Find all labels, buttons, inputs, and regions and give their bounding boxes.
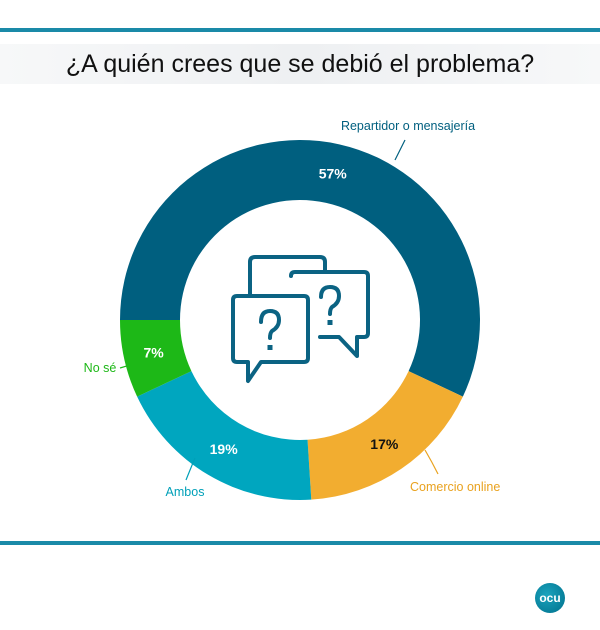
top-rule: [0, 28, 600, 32]
slice-value-label: 7%: [143, 345, 164, 361]
slice-value-label: 17%: [370, 436, 399, 452]
slice-3: [120, 320, 192, 397]
question-speech-bubbles-icon: [231, 255, 370, 383]
slice-1: [307, 371, 463, 500]
title-band: [0, 44, 600, 84]
ocu-logo: ocu: [535, 583, 565, 613]
category-label: Repartidor o mensajería: [341, 119, 475, 133]
slice-value-label: 57%: [319, 166, 348, 182]
leader-line: [424, 449, 439, 475]
slice-0: [120, 139, 480, 397]
chart-title: ¿A quién crees que se debió el problema?: [65, 50, 535, 78]
category-label: Comercio online: [410, 480, 500, 494]
leader-line: [394, 139, 406, 161]
category-label: No sé: [84, 361, 117, 375]
slice-value-label: 19%: [210, 441, 239, 457]
slice-2: [137, 371, 312, 501]
leader-line: [185, 457, 196, 481]
leader-line: [119, 364, 131, 369]
bottom-rule: [0, 541, 600, 545]
category-label: Ambos: [166, 485, 205, 499]
